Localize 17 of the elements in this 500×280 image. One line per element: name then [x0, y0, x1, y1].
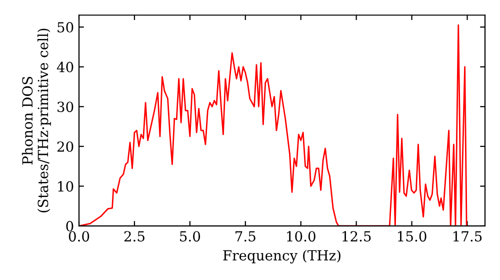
x-tick-label: 5.0 — [180, 231, 200, 242]
y-tick-label: 30 — [58, 102, 74, 112]
x-tick-label: 0.0 — [68, 231, 90, 242]
x-tick-label: 12.5 — [342, 231, 371, 242]
x-tick-label: 17.5 — [453, 231, 482, 242]
y-axis-title: Phonon DOS (States/THz·primitive cell) — [22, 28, 51, 212]
y-tick-label: 40 — [56, 62, 74, 72]
x-tick-label: 7.5 — [236, 231, 256, 242]
x-axis-title: Frequency (THz) — [223, 250, 340, 264]
x-tick-label: 15.0 — [398, 231, 426, 242]
x-tick-label: 10.0 — [287, 231, 316, 242]
y-tick-label: 0 — [66, 220, 74, 232]
y-tick-label: 10 — [58, 181, 74, 192]
line-series — [79, 24, 468, 226]
x-tick-label: 2.5 — [124, 231, 144, 242]
y-tick-label: 50 — [58, 22, 74, 33]
y-tick-label: 20 — [57, 141, 74, 152]
